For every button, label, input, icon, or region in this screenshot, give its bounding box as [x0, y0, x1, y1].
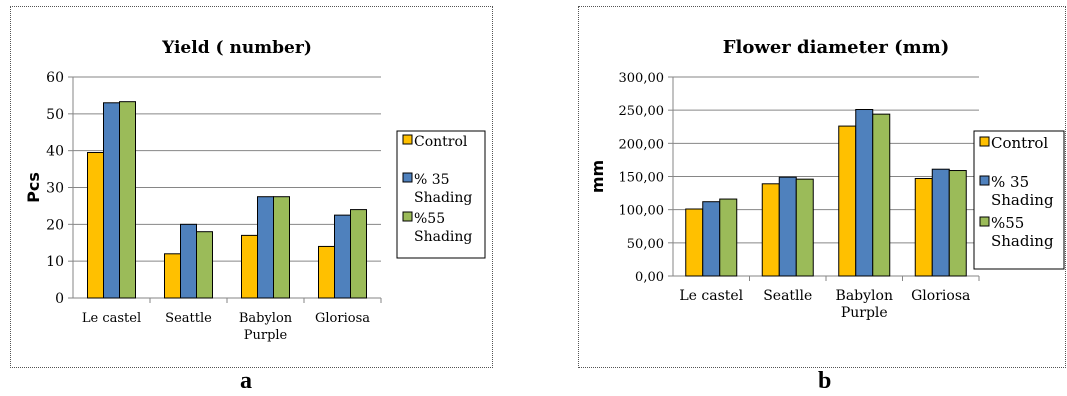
chart-a-ytick-label: 60	[46, 70, 64, 86]
chart-b-legend-swatch	[979, 216, 990, 227]
chart-a-ytick-label: 30	[46, 181, 64, 197]
chart-b-ytick-label: 100,00	[619, 204, 665, 219]
chart-b-ytick-label: 300,00	[619, 71, 665, 86]
chart-a-category-label: Seattle	[165, 311, 212, 326]
chart-b-bar	[931, 168, 950, 277]
chart-a-bar	[196, 231, 213, 299]
chart-a-bar	[164, 253, 181, 299]
chart-b-ytick-label: 200,00	[619, 137, 665, 152]
chart-b-ytick-label: 50,00	[627, 237, 664, 252]
chart-a-bar	[119, 101, 136, 299]
chart-b-bar	[948, 170, 967, 277]
chart-b-svg: Flower diameter (mm) 0,00 50,00 100,00 150,0…	[588, 37, 1065, 321]
chart-a-bar	[334, 214, 351, 299]
chart-a-ytick-label: 0	[55, 291, 64, 307]
chart-a-bar	[318, 245, 335, 299]
chart-b-bar	[872, 113, 891, 277]
chart-b-legend-label: Shading	[991, 191, 1054, 209]
chart-a-svg: Yield ( number) 0 10 20 30 40 50 60 Pcs Le castel…	[24, 38, 486, 343]
chart-b-bar	[761, 183, 780, 277]
chart-b-legend-label: Control	[991, 134, 1048, 152]
chart-b-bar	[795, 178, 814, 277]
chart-a-bar	[241, 234, 258, 299]
chart-a-category-label: Purple	[244, 328, 288, 343]
chart-a-bar	[350, 209, 367, 299]
chart-a-legend-label: Control	[414, 134, 468, 150]
chart-a-legend-swatch	[402, 134, 413, 145]
chart-b-bar	[778, 176, 797, 277]
chart-b-legend-swatch	[979, 136, 990, 147]
chart-b-bar	[855, 109, 874, 277]
chart-b-legend-label: % 35	[991, 173, 1029, 191]
chart-b-category-label: Seatlle	[763, 288, 812, 304]
chart-b-frame: Flower diameter (mm) 0,00 50,00 100,00 150,0…	[578, 6, 1066, 368]
chart-a-frame: Yield ( number) 0 10 20 30 40 50 60 Pcs Le castel…	[10, 6, 493, 368]
chart-a-ylabel: Pcs	[24, 172, 43, 203]
chart-b-bar	[719, 198, 738, 277]
chart-a-ytick-label: 40	[46, 144, 64, 160]
chart-b-legend-swatch	[979, 175, 990, 186]
chart-b-legend-label: %55	[991, 214, 1024, 232]
chart-b-bar	[685, 208, 704, 277]
chart-a-bar	[273, 196, 290, 299]
chart-b-category-label: Babylon	[836, 288, 893, 304]
panel-label-b: b	[818, 368, 832, 394]
chart-b-title: Flower diameter (mm)	[723, 37, 950, 58]
chart-a-ytick-label: 20	[46, 217, 64, 233]
chart-b-category-label: Purple	[841, 305, 888, 321]
chart-b-category-label: Le castel	[679, 288, 743, 304]
chart-b-ylabel: mm	[588, 160, 607, 193]
chart-b-bar	[914, 177, 933, 277]
chart-b-legend-box	[973, 130, 1065, 270]
chart-b-bar	[702, 201, 721, 277]
chart-b-ytick-label: 250,00	[619, 104, 665, 119]
chart-a-legend-label: Shading	[414, 190, 472, 206]
chart-a-legend-label: %55	[414, 211, 445, 227]
chart-a-ytick-label: 50	[46, 107, 64, 123]
chart-a-legend-box	[396, 130, 486, 259]
chart-a-bar	[87, 152, 104, 299]
chart-a-category-label: Gloriosa	[315, 311, 370, 326]
chart-a-ytick-label: 10	[46, 254, 64, 270]
chart-a-bar	[180, 223, 197, 299]
chart-b-ytick-label: 150,00	[619, 171, 665, 186]
chart-a-category-label: Babylon	[239, 311, 293, 326]
panel-label-a: a	[240, 368, 252, 394]
chart-a-legend-label: Shading	[414, 229, 472, 245]
chart-b-category-label: Gloriosa	[911, 288, 970, 304]
chart-b-bar	[838, 125, 857, 277]
chart-a-category-label: Le castel	[82, 311, 141, 326]
chart-a-legend-swatch	[402, 211, 413, 222]
chart-a-title: Yield ( number)	[161, 38, 312, 58]
chart-b-ytick-label: 0,00	[635, 270, 664, 285]
chart-a-legend-swatch	[402, 172, 413, 183]
chart-a-legend-label: % 35	[414, 172, 450, 188]
chart-a-bar	[103, 102, 120, 299]
chart-a-bar	[257, 196, 274, 299]
chart-b-legend-label: Shading	[991, 232, 1054, 250]
